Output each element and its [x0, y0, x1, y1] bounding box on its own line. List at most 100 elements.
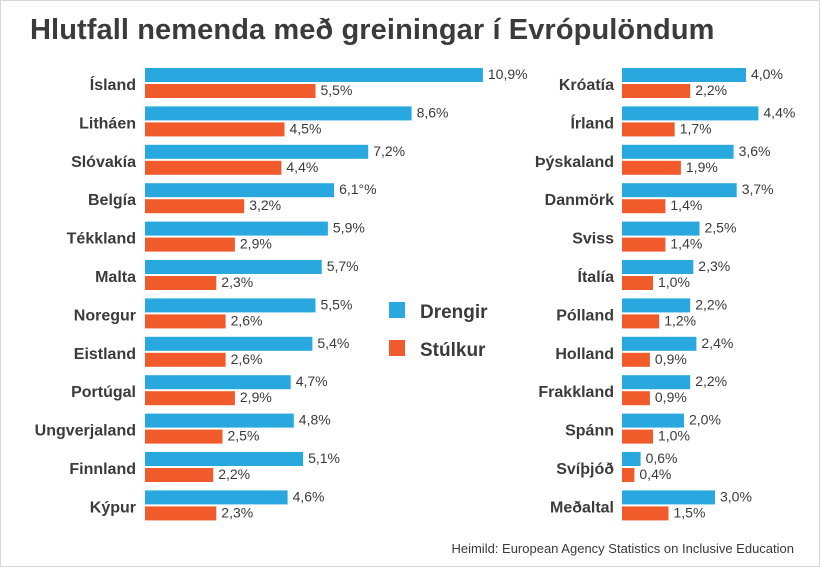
category-label-litháen: Litháen [79, 115, 136, 132]
bar-stulkur-belgía [145, 199, 245, 214]
category-label-eistland: Eistland [74, 346, 136, 363]
bar-drengir-finnland [145, 452, 304, 466]
category-label-þýskaland: Þýskaland [535, 154, 614, 171]
bar-stulkur-króatía [622, 84, 691, 98]
value-label-drengir-tékkland: 5,9% [333, 220, 365, 236]
bar-drengir-ísland [145, 68, 483, 82]
category-label-malta: Malta [95, 269, 136, 286]
value-label-drengir-pólland: 2,2% [695, 296, 727, 312]
value-label-stulkur-meðaltal: 1,5% [674, 504, 706, 520]
category-label-noregur: Noregur [74, 307, 136, 324]
value-label-stulkur-noregur: 2,6% [231, 312, 263, 328]
legend-label-stulkur: Stúlkur [420, 340, 486, 361]
bar-drengir-meðaltal [622, 490, 715, 505]
bar-stulkur-finnland [145, 468, 214, 482]
bar-drengir-þýskaland [622, 144, 734, 159]
bar-stulkur-frakkland [622, 391, 650, 406]
left-panel: Ísland 10,9% 5,5% Litháen 8,6% 4,5% Slóvakía 7,… [35, 66, 528, 521]
value-label-drengir-portúgal: 4,7% [296, 373, 328, 389]
bar-stulkur-slóvakía [145, 160, 282, 175]
value-label-stulkur-frakkland: 0,9% [655, 389, 687, 405]
bar-drengir-pólland [622, 298, 691, 313]
category-label-svíþjóð: Svíþjóð [556, 461, 614, 478]
value-label-drengir-írland: 4,4% [763, 104, 795, 120]
value-label-stulkur-eistland: 2,6% [231, 351, 263, 367]
bar-drengir-noregur [145, 298, 316, 313]
category-label-kýpur: Kýpur [90, 499, 136, 516]
bar-stulkur-malta [145, 276, 217, 290]
bar-drengir-ítalía [622, 260, 694, 274]
value-label-stulkur-írland: 1,7% [680, 120, 712, 136]
legend-swatch-stulkur [389, 340, 405, 356]
bar-stulkur-svíþjóð [622, 468, 635, 482]
value-label-drengir-ítalía: 2,3% [698, 258, 730, 274]
bar-drengir-slóvakía [145, 144, 369, 159]
value-label-stulkur-pólland: 1,2% [664, 312, 696, 328]
category-label-portúgal: Portúgal [71, 384, 136, 401]
bar-drengir-tékkland [145, 221, 328, 236]
bar-stulkur-kýpur [145, 506, 217, 521]
category-label-belgía: Belgía [88, 192, 136, 209]
value-label-drengir-ungverjaland: 4,8% [299, 412, 331, 428]
bar-stulkur-ítalía [622, 276, 653, 290]
bar-stulkur-noregur [145, 314, 226, 329]
value-label-stulkur-svíþjóð: 0,4% [639, 466, 671, 482]
bar-stulkur-spánn [622, 429, 653, 444]
value-label-stulkur-litháen: 4,5% [290, 120, 322, 136]
category-label-írland: Írland [570, 113, 614, 132]
chart-title: Hlutfall nemenda með greiningar í Evrópu… [30, 14, 715, 46]
bar-drengir-danmörk [622, 183, 737, 198]
value-label-drengir-litháen: 8,6% [417, 104, 449, 120]
bar-drengir-kýpur [145, 490, 288, 505]
value-label-drengir-svíþjóð: 0,6% [646, 450, 678, 466]
bar-stulkur-meðaltal [622, 506, 669, 521]
value-label-stulkur-kýpur: 2,3% [221, 504, 253, 520]
value-label-stulkur-portúgal: 2,9% [240, 389, 272, 405]
value-label-stulkur-ungverjaland: 2,5% [228, 428, 260, 444]
bar-drengir-svíþjóð [622, 452, 641, 466]
legend: Drengir Stúlkur [389, 302, 488, 361]
value-label-stulkur-slóvakía: 4,4% [286, 159, 318, 175]
value-label-stulkur-króatía: 2,2% [695, 82, 727, 98]
bar-drengir-malta [145, 260, 322, 274]
bar-stulkur-litháen [145, 122, 285, 137]
bar-drengir-holland [622, 336, 697, 351]
bar-drengir-ungverjaland [145, 413, 294, 428]
bar-drengir-eistland [145, 336, 313, 351]
value-label-drengir-frakkland: 2,2% [695, 373, 727, 389]
bar-drengir-króatía [622, 68, 746, 82]
category-label-ísland: Ísland [90, 75, 136, 94]
bar-drengir-spánn [622, 413, 684, 428]
bar-drengir-sviss [622, 221, 700, 236]
value-label-drengir-finnland: 5,1% [308, 450, 340, 466]
category-label-ítalía: Ítalía [578, 267, 615, 286]
value-label-drengir-malta: 5,7% [327, 258, 359, 274]
bar-drengir-frakkland [622, 375, 691, 390]
value-label-stulkur-spánn: 1,0% [658, 428, 690, 444]
bar-stulkur-írland [622, 122, 675, 137]
category-label-danmörk: Danmörk [545, 192, 614, 209]
value-label-drengir-danmörk: 3,7% [742, 181, 774, 197]
value-label-stulkur-danmörk: 1,4% [670, 197, 702, 213]
bar-stulkur-sviss [622, 237, 666, 252]
bar-drengir-litháen [145, 106, 412, 121]
value-label-stulkur-ísland: 5,5% [321, 82, 353, 98]
category-label-spánn: Spánn [565, 423, 614, 440]
value-label-stulkur-þýskaland: 1,9% [686, 159, 718, 175]
value-label-drengir-króatía: 4,0% [751, 66, 783, 82]
value-label-drengir-meðaltal: 3,0% [720, 488, 752, 504]
category-label-króatía: Króatía [559, 77, 614, 94]
category-label-holland: Holland [555, 346, 614, 363]
category-label-pólland: Pólland [556, 307, 614, 324]
value-label-stulkur-holland: 0,9% [655, 351, 687, 367]
category-label-sviss: Sviss [572, 231, 614, 248]
value-label-stulkur-finnland: 2,2% [218, 466, 250, 482]
bar-stulkur-ungverjaland [145, 429, 223, 444]
value-label-drengir-sviss: 2,5% [705, 220, 737, 236]
category-label-frakkland: Frakkland [538, 384, 614, 401]
value-label-stulkur-sviss: 1,4% [670, 236, 702, 252]
value-label-stulkur-tékkland: 2,9% [240, 236, 272, 252]
value-label-drengir-ísland: 10,9% [488, 66, 528, 82]
right-panel: Króatía 4,0% 2,2% Írland 4,4% 1,7% Þýskaland 3,… [535, 66, 795, 521]
value-label-stulkur-malta: 2,3% [221, 274, 253, 290]
